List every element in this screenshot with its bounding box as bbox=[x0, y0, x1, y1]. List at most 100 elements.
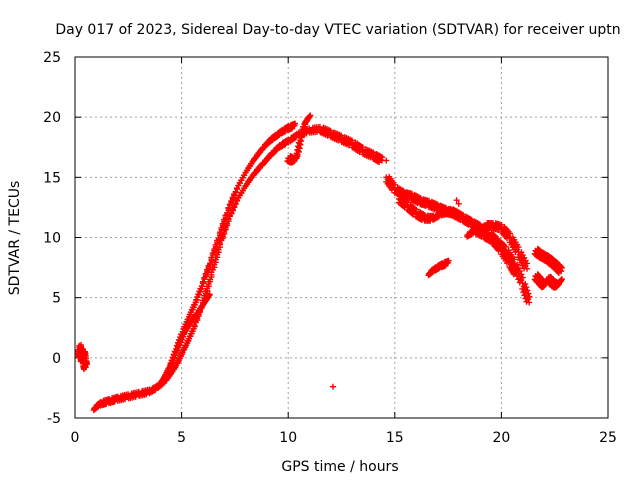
data-point bbox=[194, 293, 201, 300]
data-point bbox=[171, 352, 178, 359]
data-point bbox=[190, 315, 197, 322]
data-point bbox=[239, 187, 246, 194]
data-point bbox=[184, 324, 191, 331]
x-axis-label: GPS time / hours bbox=[281, 459, 398, 475]
data-point bbox=[193, 296, 200, 303]
data-point bbox=[231, 202, 238, 209]
data-point bbox=[219, 231, 226, 238]
data-point bbox=[295, 139, 302, 146]
data-point bbox=[111, 398, 118, 405]
y-tick-label: 0 bbox=[52, 351, 61, 367]
data-point bbox=[216, 240, 223, 247]
data-point bbox=[211, 259, 218, 266]
data-point bbox=[295, 143, 302, 150]
data-point bbox=[191, 322, 198, 329]
data-point bbox=[291, 122, 298, 129]
data-point bbox=[93, 404, 100, 411]
x-tick-label: 25 bbox=[599, 430, 617, 446]
data-point bbox=[174, 344, 181, 351]
data-point bbox=[143, 391, 150, 398]
y-tick-label: 20 bbox=[43, 110, 61, 126]
data-point bbox=[558, 268, 565, 275]
y-tick-label: 5 bbox=[52, 291, 61, 307]
data-point bbox=[558, 264, 565, 271]
data-point bbox=[455, 200, 462, 207]
data-point bbox=[201, 274, 208, 281]
data-point bbox=[495, 247, 502, 254]
data-point bbox=[526, 293, 533, 300]
x-tick-label: 20 bbox=[492, 430, 510, 446]
data-point bbox=[275, 132, 282, 139]
data-point bbox=[324, 132, 331, 139]
x-tick-label: 5 bbox=[177, 430, 186, 446]
data-point bbox=[205, 262, 212, 269]
data-point bbox=[209, 250, 216, 257]
chart-title: Day 017 of 2023, Sidereal Day-to-day VTE… bbox=[55, 22, 620, 38]
data-point bbox=[356, 149, 363, 156]
data-point bbox=[103, 401, 110, 408]
x-tick-label: 10 bbox=[279, 430, 297, 446]
data-point bbox=[195, 291, 202, 298]
data-point bbox=[204, 283, 211, 290]
data-point bbox=[82, 364, 89, 371]
data-point bbox=[222, 223, 229, 230]
data-point bbox=[132, 393, 139, 400]
y-tick-labels: -5 0 5 10 15 20 25 bbox=[43, 50, 61, 427]
y-tick-label: 10 bbox=[43, 231, 61, 247]
data-point bbox=[225, 204, 232, 211]
x-tick-label: 15 bbox=[386, 430, 404, 446]
data-point bbox=[300, 123, 307, 130]
data-point bbox=[204, 266, 211, 273]
data-point bbox=[229, 206, 236, 213]
data-point bbox=[248, 160, 255, 167]
data-point bbox=[335, 137, 342, 144]
data-point bbox=[522, 280, 529, 287]
data-point bbox=[228, 209, 235, 216]
data-point bbox=[206, 292, 213, 299]
data-point bbox=[504, 235, 511, 242]
data-point bbox=[453, 197, 460, 204]
data-point bbox=[294, 146, 301, 153]
data-point bbox=[383, 157, 390, 164]
data-point bbox=[226, 212, 233, 219]
data-point bbox=[516, 279, 523, 286]
y-tick-label: 15 bbox=[43, 170, 61, 186]
data-point bbox=[202, 288, 209, 295]
data-point bbox=[190, 301, 197, 308]
data-point bbox=[515, 276, 522, 283]
data-point bbox=[304, 117, 311, 124]
data-point bbox=[445, 259, 452, 266]
data-point bbox=[197, 305, 204, 312]
data-point bbox=[558, 277, 565, 284]
data-point bbox=[428, 269, 435, 276]
data-point bbox=[268, 137, 275, 144]
data-point bbox=[184, 316, 191, 323]
data-point bbox=[435, 213, 442, 220]
data-point bbox=[203, 296, 210, 303]
data-point bbox=[173, 347, 180, 354]
data-point bbox=[524, 287, 531, 294]
data-point bbox=[83, 361, 90, 368]
data-point bbox=[265, 155, 272, 162]
data-point bbox=[282, 141, 289, 148]
data-point bbox=[455, 212, 462, 219]
data-point bbox=[367, 154, 374, 161]
data-point bbox=[165, 367, 172, 374]
data-point bbox=[523, 284, 530, 291]
data-point bbox=[169, 368, 176, 375]
data-point bbox=[518, 271, 525, 278]
data-point bbox=[293, 150, 300, 157]
data-point bbox=[248, 175, 255, 182]
data-point bbox=[176, 341, 183, 348]
data-point bbox=[221, 227, 228, 234]
data-point bbox=[229, 194, 236, 201]
data-point bbox=[182, 342, 189, 349]
data-point bbox=[525, 290, 532, 297]
data-point bbox=[196, 288, 203, 295]
data-point bbox=[524, 260, 531, 267]
data-point bbox=[178, 336, 185, 343]
data-point bbox=[176, 355, 183, 362]
data-point bbox=[292, 134, 299, 141]
data-points bbox=[74, 112, 565, 414]
